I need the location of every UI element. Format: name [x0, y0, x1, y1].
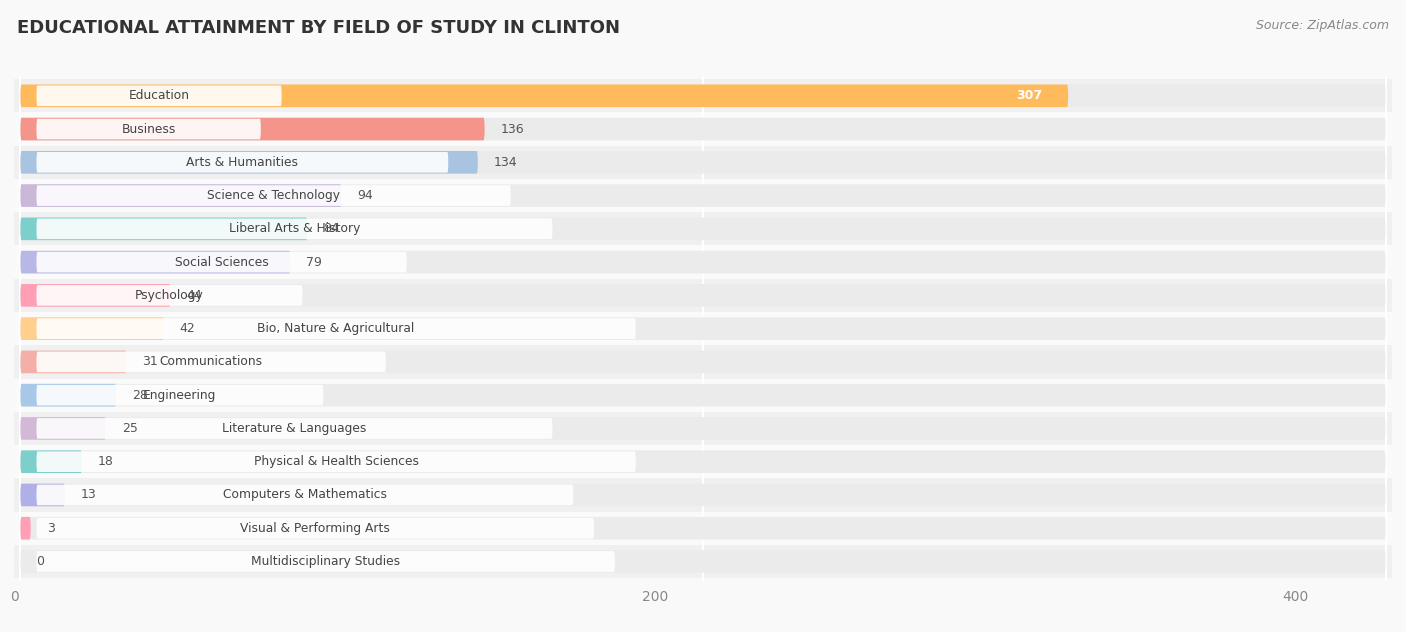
Text: 3: 3	[46, 522, 55, 535]
FancyBboxPatch shape	[14, 279, 1392, 312]
Text: Engineering: Engineering	[143, 389, 217, 402]
FancyBboxPatch shape	[14, 345, 1392, 379]
FancyBboxPatch shape	[21, 317, 1385, 340]
FancyBboxPatch shape	[21, 185, 342, 207]
FancyBboxPatch shape	[21, 151, 1385, 174]
Text: 0: 0	[37, 555, 45, 568]
Text: 44: 44	[187, 289, 202, 302]
FancyBboxPatch shape	[21, 118, 485, 140]
Text: Bio, Nature & Agricultural: Bio, Nature & Agricultural	[257, 322, 415, 335]
FancyBboxPatch shape	[37, 351, 385, 372]
Text: 94: 94	[357, 189, 373, 202]
FancyBboxPatch shape	[37, 319, 636, 339]
FancyBboxPatch shape	[37, 451, 636, 472]
FancyBboxPatch shape	[21, 85, 1069, 107]
Text: 136: 136	[501, 123, 524, 135]
FancyBboxPatch shape	[14, 146, 1392, 179]
Text: 134: 134	[494, 156, 517, 169]
FancyBboxPatch shape	[14, 79, 1392, 112]
FancyBboxPatch shape	[21, 483, 65, 506]
Text: Communications: Communications	[159, 355, 263, 368]
FancyBboxPatch shape	[21, 151, 478, 174]
FancyBboxPatch shape	[14, 212, 1392, 245]
FancyBboxPatch shape	[21, 251, 1385, 274]
FancyBboxPatch shape	[21, 417, 1385, 440]
FancyBboxPatch shape	[14, 245, 1392, 279]
FancyBboxPatch shape	[37, 518, 595, 538]
Text: Business: Business	[121, 123, 176, 135]
Text: Science & Technology: Science & Technology	[207, 189, 340, 202]
FancyBboxPatch shape	[21, 118, 1385, 140]
FancyBboxPatch shape	[14, 478, 1392, 511]
FancyBboxPatch shape	[14, 445, 1392, 478]
FancyBboxPatch shape	[21, 217, 307, 240]
FancyBboxPatch shape	[14, 545, 1392, 578]
Text: Arts & Humanities: Arts & Humanities	[187, 156, 298, 169]
FancyBboxPatch shape	[14, 112, 1392, 146]
Text: Source: ZipAtlas.com: Source: ZipAtlas.com	[1256, 19, 1389, 32]
Text: 79: 79	[307, 255, 322, 269]
FancyBboxPatch shape	[21, 384, 117, 406]
FancyBboxPatch shape	[37, 418, 553, 439]
Text: 42: 42	[180, 322, 195, 335]
FancyBboxPatch shape	[21, 517, 1385, 540]
Text: 18: 18	[98, 455, 114, 468]
FancyBboxPatch shape	[14, 412, 1392, 445]
FancyBboxPatch shape	[21, 417, 105, 440]
Text: Liberal Arts & History: Liberal Arts & History	[229, 222, 360, 235]
FancyBboxPatch shape	[21, 550, 1385, 573]
FancyBboxPatch shape	[37, 285, 302, 306]
Text: 84: 84	[323, 222, 339, 235]
FancyBboxPatch shape	[21, 251, 290, 274]
FancyBboxPatch shape	[14, 179, 1392, 212]
Text: 28: 28	[132, 389, 148, 402]
Text: Physical & Health Sciences: Physical & Health Sciences	[253, 455, 419, 468]
FancyBboxPatch shape	[14, 379, 1392, 412]
FancyBboxPatch shape	[37, 185, 510, 206]
FancyBboxPatch shape	[21, 217, 1385, 240]
Text: Visual & Performing Arts: Visual & Performing Arts	[240, 522, 391, 535]
Text: Education: Education	[128, 89, 190, 102]
Text: Multidisciplinary Studies: Multidisciplinary Studies	[252, 555, 401, 568]
Text: Literature & Languages: Literature & Languages	[222, 422, 367, 435]
FancyBboxPatch shape	[21, 351, 127, 374]
Text: 25: 25	[122, 422, 138, 435]
FancyBboxPatch shape	[21, 351, 1385, 374]
FancyBboxPatch shape	[37, 385, 323, 406]
FancyBboxPatch shape	[21, 384, 1385, 406]
FancyBboxPatch shape	[21, 517, 31, 540]
FancyBboxPatch shape	[37, 551, 614, 572]
FancyBboxPatch shape	[37, 252, 406, 272]
FancyBboxPatch shape	[37, 152, 449, 173]
Text: 13: 13	[82, 489, 97, 501]
FancyBboxPatch shape	[21, 451, 82, 473]
FancyBboxPatch shape	[21, 284, 170, 307]
Text: 31: 31	[142, 355, 157, 368]
FancyBboxPatch shape	[14, 312, 1392, 345]
FancyBboxPatch shape	[37, 119, 260, 140]
FancyBboxPatch shape	[37, 219, 553, 239]
FancyBboxPatch shape	[37, 485, 574, 505]
FancyBboxPatch shape	[21, 284, 1385, 307]
Text: Social Sciences: Social Sciences	[174, 255, 269, 269]
FancyBboxPatch shape	[21, 185, 1385, 207]
Text: Psychology: Psychology	[135, 289, 204, 302]
Text: 307: 307	[1017, 89, 1042, 102]
Text: Computers & Mathematics: Computers & Mathematics	[224, 489, 387, 501]
Text: EDUCATIONAL ATTAINMENT BY FIELD OF STUDY IN CLINTON: EDUCATIONAL ATTAINMENT BY FIELD OF STUDY…	[17, 19, 620, 37]
FancyBboxPatch shape	[21, 451, 1385, 473]
FancyBboxPatch shape	[21, 85, 1385, 107]
FancyBboxPatch shape	[37, 85, 281, 106]
FancyBboxPatch shape	[21, 483, 1385, 506]
FancyBboxPatch shape	[14, 511, 1392, 545]
FancyBboxPatch shape	[21, 317, 165, 340]
